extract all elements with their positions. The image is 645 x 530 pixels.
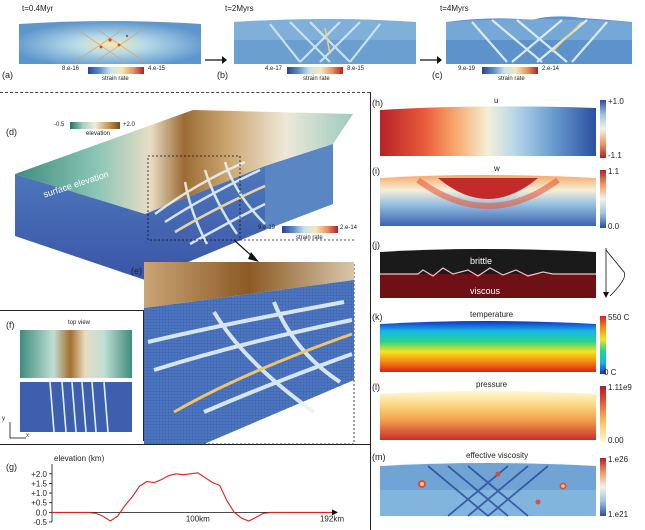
panel-c-strain-map [446,16,632,64]
x-tick-label: 100km [186,514,210,523]
panel-m-map [380,463,596,517]
arrow-a-b [205,52,227,70]
panel-b-time: t=2Myrs [225,4,254,13]
panel-m-cb-top: 1.e26 [608,455,629,464]
panel-m-colorbar [600,458,606,516]
elev-cb-title: elevation [86,131,111,137]
panel-b-label: (b) [217,70,228,80]
panel-i-map [380,175,596,226]
panel-f-axis-y: y [2,416,5,422]
elev-cb-min: -0.5 [54,122,65,128]
panel-c-cb-max: 2.e-14 [542,66,560,72]
panel-l-title: pressure [476,380,508,389]
panel-i-label: (i) [372,166,380,176]
panel-e-zoom [144,262,355,445]
elevation-colorbar [70,122,120,129]
y-tick-label: +1.0 [31,489,47,498]
panel-j-label: (j) [372,240,380,250]
panel-l-map [380,391,596,440]
panel-a-time: t=0.4Myr [22,4,54,13]
elevation-chart: +2.0+1.5+1.0+0.50.0-0.5 100km 192km [31,464,344,527]
chart-title: elevation (km) [54,454,105,463]
strain-cb-title: strain rate [296,235,323,241]
panel-a-strain-map [19,21,201,64]
panel-d-label: (d) [6,127,17,137]
y-tick-label: +2.0 [31,470,47,479]
panel-m-cb-bottom: 1.e21 [608,510,629,519]
panel-f-axes [9,422,26,439]
panel-k-map [380,321,596,372]
panel-j-upper: brittle [470,256,493,266]
panel-f-title: top view [68,320,91,326]
panel-k-label: (k) [372,312,383,322]
y-tick-label: +1.5 [31,479,47,488]
panel-i-title: w [494,164,500,173]
x-axis-arrow [332,509,338,516]
panel-d-3d-block [15,110,355,280]
panel-j-map [380,249,596,298]
panel-a-cb-title: strain rate [102,76,129,82]
panel-a: t=0.4Myr (a) 8.e-16 4.e-15 strain rate [0,0,215,90]
x-tick-label: 192km [320,514,344,523]
panel-b: t=2Myrs (b) 4.e-17 8.e-15 strain rate [215,0,430,90]
g-divider [0,444,370,445]
panel-m-label: (m) [372,452,386,462]
panel-a-cb-max: 4.e-15 [148,66,166,72]
panel-c-cb-min: 9.e-19 [458,66,476,72]
panel-b-colorbar [287,67,343,74]
panel-a-label: (a) [2,70,13,80]
panel-h-map [380,106,596,156]
elev-cb-max: +2.0 [123,122,135,128]
strain-colorbar [282,226,338,233]
panel-k-title: temperature [470,310,514,319]
panel-i-colorbar [600,170,606,228]
panel-m-title: effective viscosity [466,451,529,460]
panel-l-cb-bottom: 0.00 [608,436,624,445]
panel-a-cb-min: 8.e-16 [62,66,80,72]
panel-g-label: (g) [6,462,17,472]
panel-c-label: (c) [432,70,443,80]
top-divider [0,92,370,93]
panel-k-cb-bottom: 0 C [604,368,617,377]
panel-l-label: (l) [372,382,380,392]
panel-a-colorbar [88,67,144,74]
y-tick-label: -0.5 [33,518,47,527]
panel-k-colorbar [600,316,606,374]
panel-h-cb-top: +1.0 [608,97,624,106]
panel-b-cb-title: strain rate [303,76,330,82]
panel-b-cb-max: 8.e-15 [347,66,365,72]
panel-l-cb-top: 1.11e9 [608,383,632,392]
arrow-b-c [420,52,442,70]
y-tick-label: +0.5 [31,499,47,508]
panel-c-time: t=4Myrs [440,4,469,13]
panel-c: t=4Myrs (c) 9.e-19 2.e-14 strain rate [430,0,645,90]
panel-f-axis-x: x [26,433,29,439]
panel-i-cb-bottom: 0.0 [608,222,620,231]
panel-e-label: (e) [131,266,142,276]
panel-f-frame [0,310,144,441]
panel-h-colorbar [600,100,606,158]
panel-b-cb-min: 4.e-17 [265,66,283,72]
panel-h-label: (h) [372,98,383,108]
strain-cb-min: 9.e-19 [258,225,276,231]
panel-l-colorbar [600,386,606,442]
panel-c-cb-title: strain rate [498,76,525,82]
panel-f-label: (f) [6,320,15,330]
panel-b-strain-map [234,19,416,64]
panel-i-cb-top: 1.1 [608,167,620,176]
y-tick-label: 0.0 [36,508,48,517]
elevation-line [52,472,332,522]
panel-f-top-view [20,330,132,433]
panel-j-strength-profile [603,248,626,298]
strain-cb-max: 2.e-14 [340,225,358,231]
panel-c-colorbar [482,67,538,74]
vertical-divider [370,92,371,530]
panel-k-cb-top: 550 C [608,313,630,322]
panel-h-title: u [494,96,499,105]
panel-h-cb-bottom: -1.1 [608,151,622,160]
panel-j-lower: viscous [470,286,501,296]
zoom-arrow [233,239,259,262]
